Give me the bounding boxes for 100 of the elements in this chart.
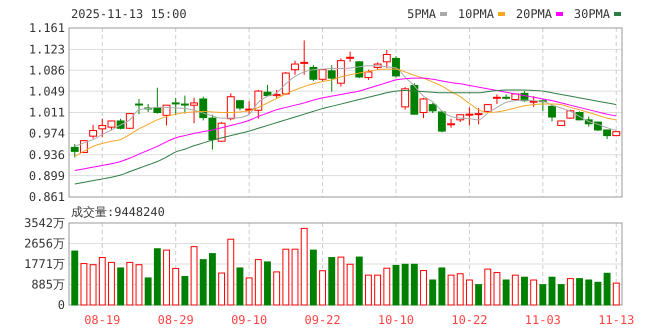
candlestick <box>382 49 391 68</box>
bar <box>392 264 400 306</box>
bar <box>466 279 473 306</box>
bar <box>594 282 602 306</box>
candlestick <box>236 100 244 111</box>
x-tick-label: 09-22 <box>304 313 341 327</box>
bar <box>585 279 592 306</box>
bar <box>383 268 390 306</box>
bar <box>576 278 583 306</box>
x-tick-label: 08-29 <box>158 313 194 327</box>
x-tick-label: 10-22 <box>451 313 488 327</box>
bar <box>218 272 226 306</box>
bar <box>612 282 620 306</box>
bar <box>90 264 97 306</box>
candlestick <box>309 64 318 82</box>
bar <box>172 268 180 306</box>
y-tick-label: 0.974 <box>28 126 65 141</box>
legend-label: 5PMA <box>407 7 437 21</box>
candlestick <box>447 118 455 128</box>
bar <box>136 264 142 306</box>
candlestick <box>135 98 143 115</box>
bar <box>300 228 308 306</box>
candlestick <box>401 86 410 110</box>
bar <box>502 279 510 306</box>
candlestick <box>328 64 336 92</box>
bar <box>420 270 427 306</box>
y-tick-label: 0.936 <box>28 148 65 162</box>
y-tick-label: 0.861 <box>28 190 65 204</box>
bar <box>80 263 88 306</box>
bar <box>163 250 170 306</box>
y-tick-label: 1.086 <box>28 63 65 78</box>
bar <box>108 262 115 306</box>
bar <box>539 284 546 306</box>
x-tick-label: 09-10 <box>231 313 268 327</box>
candlestick <box>438 110 446 133</box>
candlestick <box>364 69 372 80</box>
bar <box>521 276 528 306</box>
bar <box>456 273 464 306</box>
bar <box>117 267 124 306</box>
bar <box>484 268 492 306</box>
legend-label: 30PMA <box>574 7 611 21</box>
bar <box>356 256 363 306</box>
bar <box>71 250 78 306</box>
bar <box>337 256 344 306</box>
y-tick-label: 1.011 <box>28 106 65 120</box>
y-tick-label: 3542万 <box>24 216 65 230</box>
candlestick <box>346 51 354 62</box>
bar <box>208 253 216 306</box>
bar <box>566 278 574 306</box>
x-tick-label: 08-19 <box>84 313 120 327</box>
chart-title: 2025-11-13 15:00 <box>71 7 187 21</box>
candlestick <box>493 94 501 105</box>
bar <box>310 250 317 306</box>
bar <box>254 259 262 306</box>
bar <box>365 274 372 306</box>
bar <box>190 246 198 306</box>
legend-label: 20PMA <box>516 7 553 21</box>
y-tick-label: 1.161 <box>28 21 65 36</box>
bar <box>604 272 611 306</box>
bar <box>512 274 519 306</box>
bar <box>402 264 409 306</box>
y-tick-label: 1771万 <box>24 257 65 272</box>
bar <box>154 248 161 306</box>
candlestick <box>126 112 134 130</box>
candlestick <box>336 58 345 88</box>
bar <box>273 271 280 306</box>
bar <box>200 259 207 306</box>
bar <box>98 257 106 306</box>
y-tick-label: 0 <box>58 298 65 312</box>
bar <box>246 277 253 306</box>
candlestick <box>548 104 556 122</box>
candlestick <box>89 124 98 139</box>
bar <box>558 284 565 306</box>
bar <box>292 248 298 306</box>
y-tick-label: 885万 <box>31 278 65 292</box>
chart-title: 成交量:9448240 <box>71 205 165 219</box>
y-tick-label: 0.899 <box>28 168 65 183</box>
x-tick-label: 10-10 <box>378 313 414 327</box>
y-tick-label: 1.123 <box>28 42 65 57</box>
legend-label: 10PMA <box>458 7 495 21</box>
candlestick <box>190 97 198 124</box>
line-series <box>74 89 617 185</box>
x-tick-label: 11-13 <box>598 313 634 327</box>
bar <box>144 277 152 306</box>
line-series <box>74 78 617 172</box>
bar <box>374 274 382 306</box>
candlestick <box>428 102 437 114</box>
bar <box>548 276 556 306</box>
candlestick <box>420 97 428 119</box>
bar <box>319 270 326 306</box>
bar <box>429 279 436 306</box>
y-tick-label: 2656万 <box>24 236 65 251</box>
bar <box>227 238 234 306</box>
bar <box>530 279 538 306</box>
bar <box>328 257 336 306</box>
x-tick-label: 11-03 <box>524 313 561 327</box>
bar <box>448 274 454 306</box>
bar <box>438 267 446 306</box>
bar <box>346 264 354 306</box>
bar <box>410 264 418 306</box>
